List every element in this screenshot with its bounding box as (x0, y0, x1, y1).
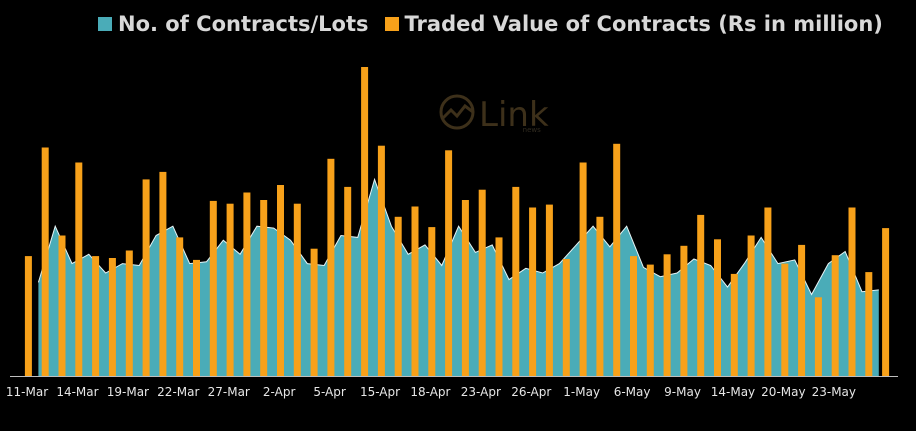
traded-value-bar (596, 216, 604, 376)
x-tick-label: 27-Mar (208, 385, 250, 399)
legend-item-traded-value: Traded Value of Contracts (Rs in million… (384, 12, 883, 36)
traded-value-bar (277, 185, 284, 376)
traded-value-bar (630, 256, 637, 376)
legend: No. of Contracts/Lots Traded Value of Co… (98, 12, 899, 36)
traded-value-bar (562, 259, 570, 376)
x-tick-label: 14-Mar (56, 385, 98, 399)
traded-value-bar (646, 264, 654, 376)
traded-value-bar (125, 250, 133, 376)
x-tick-label: 23-May (812, 385, 856, 399)
x-tick-label: 9-May (664, 385, 701, 399)
traded-value-bar (579, 162, 587, 376)
traded-value-bar (92, 256, 100, 376)
legend-label-contracts: No. of Contracts/Lots (118, 12, 369, 36)
x-tick-label: 11-Mar (6, 385, 48, 399)
traded-value-bar (226, 203, 234, 376)
traded-value-bar (478, 189, 486, 376)
legend-item-contracts: No. of Contracts/Lots (98, 12, 369, 36)
traded-value-bar (75, 162, 83, 376)
legend-label-traded-value: Traded Value of Contracts (Rs in million… (404, 12, 883, 36)
traded-value-bar (445, 150, 453, 376)
traded-value-bar (108, 258, 116, 376)
traded-value-bar (58, 235, 66, 376)
traded-value-bar (831, 255, 839, 376)
x-tick-label: 2-Apr (263, 385, 296, 399)
traded-value-bar (865, 272, 873, 376)
traded-value-bar (209, 200, 217, 376)
x-tick-label: 23-Apr (461, 385, 501, 399)
traded-value-bar (243, 192, 251, 376)
x-tick-label: 26-Apr (511, 385, 551, 399)
traded-value-bar (781, 263, 789, 376)
x-tick-label: 1-May (563, 385, 600, 399)
watermark-text: Link (479, 95, 549, 135)
traded-value-bar (798, 244, 806, 376)
x-tick-label: 14-May (711, 385, 755, 399)
x-tick-label: 18-Apr (410, 385, 450, 399)
legend-swatch-contracts (98, 17, 112, 31)
traded-value-bar (461, 200, 469, 376)
traded-value-bar (512, 186, 520, 376)
traded-value-bar (411, 206, 419, 376)
traded-value-bar (193, 259, 200, 376)
traded-value-bar (680, 245, 688, 376)
watermark-subtext: news (522, 126, 541, 134)
x-tick-label: 6-May (614, 385, 651, 399)
traded-value-bar (764, 207, 772, 376)
traded-value-bar (142, 179, 150, 376)
x-tick-label: 22-Mar (157, 385, 199, 399)
link-logo-icon (439, 94, 475, 130)
traded-value-bar (529, 207, 537, 376)
traded-value-bar (260, 200, 268, 376)
x-tick-label: 15-Apr (360, 385, 400, 399)
traded-value-bar (41, 147, 49, 376)
traded-value-bar (176, 237, 184, 376)
traded-value-bar (714, 239, 721, 376)
traded-value-bar (663, 254, 671, 376)
traded-value-bar-series (24, 67, 890, 376)
traded-value-bar (327, 158, 335, 376)
traded-value-bar (159, 171, 167, 376)
traded-value-bar (361, 67, 369, 376)
traded-value-bar (730, 273, 738, 376)
traded-value-bar (428, 227, 436, 376)
traded-value-bar (344, 186, 352, 376)
traded-value-bar (747, 235, 755, 376)
watermark: Link news (437, 92, 549, 134)
x-tick-label: 20-May (761, 385, 805, 399)
traded-value-bar (310, 248, 318, 376)
traded-value-bar (394, 216, 402, 376)
traded-value-bar (293, 203, 301, 376)
legend-swatch-traded-value (384, 17, 399, 31)
x-tick-label: 19-Mar (107, 385, 149, 399)
traded-value-bar (697, 214, 705, 376)
traded-value-bar (545, 204, 553, 376)
traded-value-bar (495, 237, 503, 376)
x-tick-label: 5-Apr (313, 385, 346, 399)
x-axis-tick-labels: 11-Mar 14-Mar 19-Mar 22-Mar 27-Mar 2-Apr 5-Apr… (6, 385, 856, 399)
traded-value-bar (814, 297, 822, 376)
traded-value-bar (613, 143, 621, 376)
traded-value-bar (848, 207, 856, 376)
traded-value-bar (24, 256, 32, 376)
traded-value-bar (882, 228, 890, 376)
traded-value-bar (377, 145, 385, 376)
